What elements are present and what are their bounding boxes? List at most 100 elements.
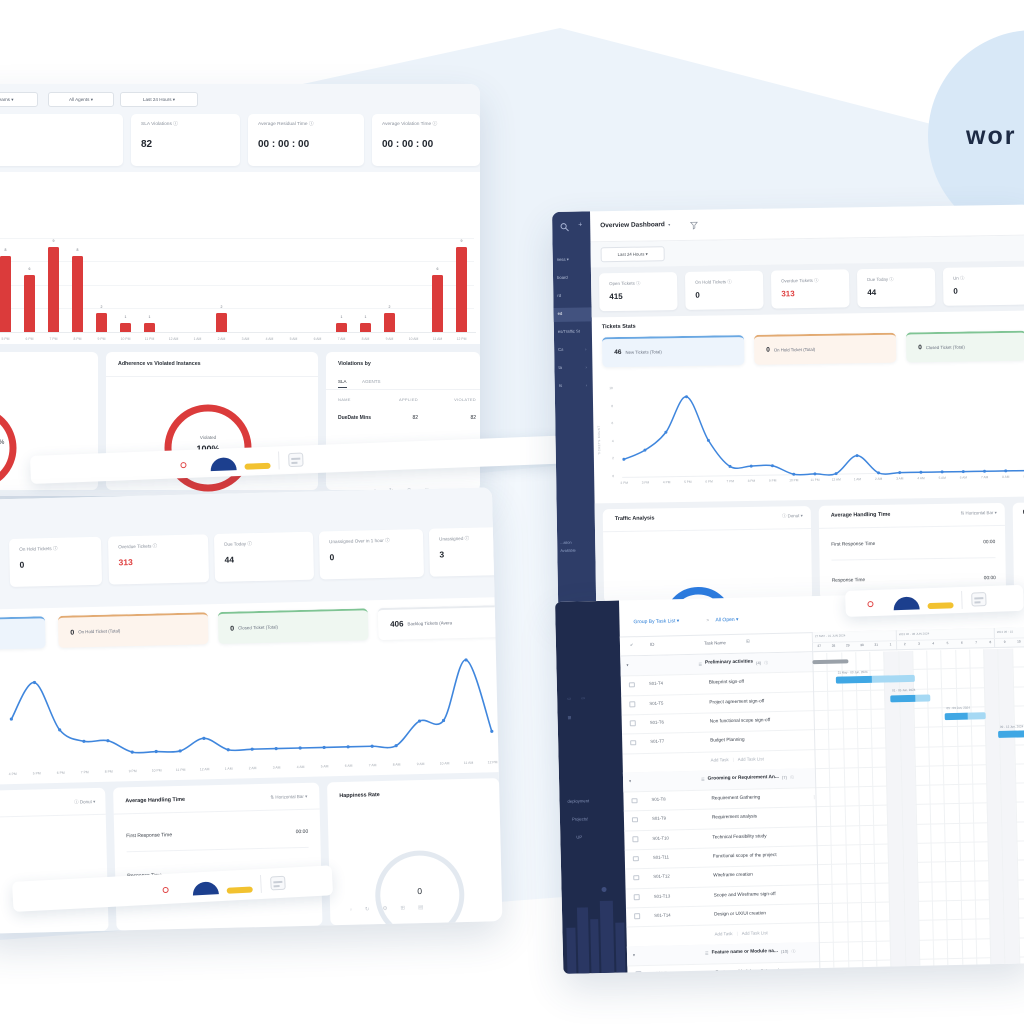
bar-9PM[interactable]	[96, 313, 107, 332]
gantt-sidebar-item-1[interactable]: Projects!	[571, 816, 589, 822]
filter-chip-last-24-hours[interactable]: Last 24 Hours ▾	[120, 92, 198, 107]
task-checkbox-S01-T6[interactable]	[629, 720, 636, 727]
task-checkbox-S01-T11[interactable]	[632, 855, 639, 862]
gantt-bar-3[interactable]	[998, 730, 1024, 739]
bar-10PM[interactable]	[120, 322, 131, 332]
mini-toolbar-icon-2[interactable]: ⚙	[382, 905, 388, 913]
traffic-donut-chart	[663, 587, 734, 610]
task-name-S01-T15[interactable]: Feature or Module walkthrough	[715, 967, 781, 974]
group-collapse-icon-2[interactable]: ▾	[632, 951, 636, 957]
filter-chip-teams[interactable]: Teams ▾	[0, 92, 38, 107]
bar-7PM[interactable]	[48, 246, 59, 332]
bar-value-17: 2	[388, 305, 391, 309]
gantt-sidebar-item-2[interactable]: UP	[576, 834, 583, 840]
aht-row-label-1: Response Time	[831, 578, 866, 584]
ovl-line-xlabel-11: 3 AM	[272, 765, 281, 770]
summary-bar	[812, 659, 849, 665]
grid-line-11	[969, 649, 978, 965]
task-name-S01-T6[interactable]: Non functional scope sign-off	[709, 717, 771, 724]
header-add-icon[interactable]: ⊞	[745, 638, 750, 644]
bar-9AM[interactable]	[384, 313, 395, 332]
gantt-sidebar	[555, 600, 628, 974]
add-task-list-link[interactable]: Add Task List	[737, 756, 764, 762]
violations-col-applied: APPLIED	[399, 397, 418, 402]
violations-tab-sla[interactable]: SLA	[338, 379, 347, 388]
bar-7AM[interactable]	[336, 322, 347, 332]
task-checkbox-S01-T9[interactable]	[631, 817, 638, 823]
violations-row-name[interactable]: DueDate Mins	[338, 415, 372, 421]
task-name-S01-T9[interactable]: Requirement analysis	[711, 813, 758, 820]
open-filter-link[interactable]: All Open ▾	[715, 616, 739, 624]
gantt-bar-2[interactable]	[944, 712, 986, 721]
header-id: ID	[649, 641, 655, 647]
sla-stat-violations	[131, 114, 240, 166]
task-checkbox-S01-T7[interactable]	[630, 739, 636, 746]
pane-splitter-handle[interactable]: ⁞	[813, 795, 815, 802]
task-checkbox-S01-T5[interactable]	[629, 701, 635, 707]
task-id-S01-T7: S01-T7	[650, 738, 665, 745]
task-checkbox-S01-T10[interactable]	[632, 836, 638, 842]
group-by-link[interactable]: Group By Task List ▾	[633, 618, 680, 626]
bar-8PM[interactable]	[72, 256, 83, 332]
bar-gridline-3	[0, 237, 474, 239]
group-row-0[interactable]: ☰ Preliminary activities (4) ⓘ	[698, 653, 768, 674]
calendar-line-1	[273, 880, 283, 883]
violations-row-violated: 82	[470, 415, 476, 421]
ovr-line-xlabel-4: 6 PM	[705, 479, 713, 484]
task-checkbox-S01-T12[interactable]	[633, 874, 639, 881]
task-name-S01-T10[interactable]: Technical Feasibility study	[712, 832, 767, 840]
mini-toolbar-icon-4[interactable]: ▤	[417, 904, 424, 911]
group-row-1[interactable]: ☰ Grooming or Requirement An... (7) ⓘ	[701, 768, 794, 789]
bar-value-7: 1	[148, 314, 151, 319]
gantt-window: ▭ ▭ ▦ deployment Projects! UP Group By Task Li…	[555, 591, 1024, 974]
gantt-bar-1[interactable]	[890, 694, 931, 703]
ovl-aht-card	[113, 782, 323, 931]
add-task-list-link[interactable]: Add Task List	[741, 929, 768, 936]
task-name-S01-T12[interactable]: Wireframe creation	[713, 871, 753, 878]
add-task-link[interactable]: Add Task	[714, 930, 733, 937]
task-id-S01-T10: S01-T10	[652, 835, 669, 841]
task-name-S01-T13[interactable]: Scope and Wireframe sign-off	[713, 890, 776, 898]
task-name-S01-T4[interactable]: Blueprint sign-off	[708, 679, 745, 685]
bar-8AM[interactable]	[360, 322, 371, 332]
task-id-S01-T4: S01-T4	[648, 680, 664, 687]
bar-6PM[interactable]	[24, 275, 35, 332]
calendar-line-1	[974, 597, 984, 599]
happiness-card-partial	[1012, 502, 1024, 597]
drag-handle-icon: ☰	[701, 777, 705, 783]
ovl-line-xlabel-15: 7 AM	[368, 763, 377, 768]
filter-chip-all-agents[interactable]: All Agents ▾	[48, 92, 114, 107]
task-checkbox-S01-T8[interactable]	[631, 797, 638, 804]
task-id-S01-T9: S01-T9	[651, 815, 667, 822]
ovl-line-xlabel-16: 8 AM	[392, 762, 401, 767]
task-name-S01-T8[interactable]: Requirement Gathering	[711, 794, 761, 801]
mini-toolbar-icon-0[interactable]: ▫	[349, 907, 353, 914]
ovr-line-xlabel-0: 2 PM	[620, 480, 629, 485]
row-divider	[622, 724, 1024, 735]
gantt-bar-label-1: 01 - 05 Jun, 2024	[892, 687, 916, 693]
mini-toolbar-icon-1[interactable]: ↻	[364, 906, 370, 913]
mini-toolbar-icon-3[interactable]: ⊞	[400, 905, 406, 912]
task-name-S01-T11[interactable]: Functional scope of the project	[712, 852, 777, 859]
bar-12PM[interactable]	[456, 246, 467, 332]
task-checkbox-S01-T14[interactable]	[634, 913, 640, 920]
task-checkbox-S01-T13[interactable]	[633, 894, 640, 900]
bar-2AM[interactable]	[216, 313, 227, 332]
violations-tab-agents[interactable]: AGENTS	[362, 379, 381, 384]
add-task-link[interactable]: Add Task	[710, 757, 729, 763]
group-collapse-icon-0[interactable]: ▾	[626, 662, 629, 668]
task-name-S01-T7[interactable]: Budget Planning	[710, 736, 745, 743]
group-row-2[interactable]: ☰ Feature name or Module na... (10) ⓘ	[705, 942, 796, 963]
gantt-sidebar-item-0[interactable]: deployment	[567, 798, 590, 804]
task-name-S01-T14[interactable]: Design or UX/UI creation	[714, 910, 767, 917]
task-checkbox-S01-T4[interactable]	[628, 682, 635, 688]
task-checkbox-S01-T15[interactable]	[635, 971, 642, 974]
ovl-line-xlabel-7: 11 PM	[175, 767, 186, 773]
day-label-3: 3	[918, 641, 920, 646]
ovl-line-xlabel-13: 5 AM	[320, 764, 329, 769]
task-name-S01-T5[interactable]: Project agreement sign-off	[709, 697, 765, 705]
bar-5PM[interactable]	[0, 256, 11, 332]
bar-11AM[interactable]	[432, 275, 443, 332]
bar-11PM[interactable]	[144, 322, 155, 332]
group-collapse-icon-1[interactable]: ▾	[629, 778, 632, 784]
